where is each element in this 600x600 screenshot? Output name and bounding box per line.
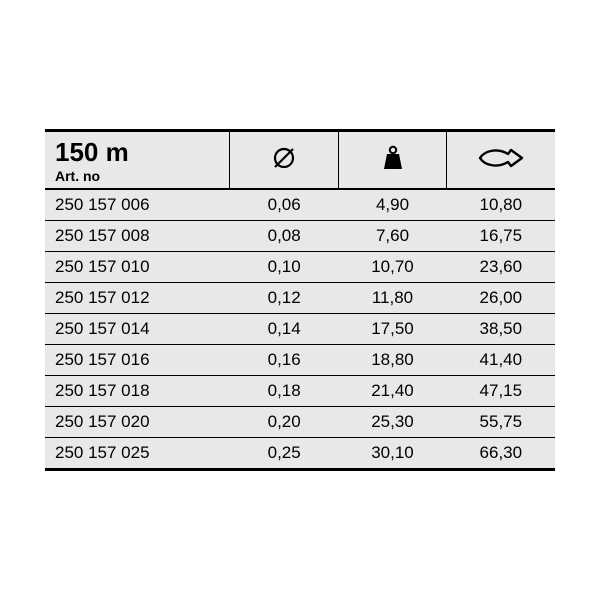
table-row: 250 157 0140,1417,5038,50: [45, 314, 555, 345]
cell-fish: 23,60: [447, 252, 555, 282]
table-row: 250 157 0080,087,6016,75: [45, 221, 555, 252]
cell-diameter: 0,12: [230, 283, 338, 313]
table-row: 250 157 0120,1211,8026,00: [45, 283, 555, 314]
cell-artno: 250 157 008: [45, 221, 230, 251]
diameter-icon: [272, 146, 296, 175]
spec-table: 150 m Art. no: [45, 129, 555, 472]
cell-weight: 18,80: [338, 345, 446, 375]
cell-diameter: 0,10: [230, 252, 338, 282]
cell-artno: 250 157 025: [45, 438, 230, 468]
cell-diameter: 0,18: [230, 376, 338, 406]
cell-weight: 10,70: [338, 252, 446, 282]
cell-artno: 250 157 018: [45, 376, 230, 406]
header-weight-cell: [339, 132, 448, 189]
cell-weight: 30,10: [338, 438, 446, 468]
cell-fish: 16,75: [447, 221, 555, 251]
cell-fish: 26,00: [447, 283, 555, 313]
table-row: 250 157 0180,1821,4047,15: [45, 376, 555, 407]
table-body: 250 157 0060,064,9010,80250 157 0080,087…: [45, 190, 555, 468]
cell-diameter: 0,20: [230, 407, 338, 437]
cell-weight: 25,30: [338, 407, 446, 437]
cell-diameter: 0,16: [230, 345, 338, 375]
weight-icon: [382, 145, 404, 176]
cell-fish: 38,50: [447, 314, 555, 344]
cell-weight: 7,60: [338, 221, 446, 251]
cell-fish: 10,80: [447, 190, 555, 220]
cell-diameter: 0,06: [230, 190, 338, 220]
cell-diameter: 0,08: [230, 221, 338, 251]
cell-artno: 250 157 014: [45, 314, 230, 344]
table-title: 150 m: [55, 138, 219, 167]
table-header-row: 150 m Art. no: [45, 132, 555, 191]
cell-weight: 4,90: [338, 190, 446, 220]
table-row: 250 157 0060,064,9010,80: [45, 190, 555, 221]
cell-diameter: 0,14: [230, 314, 338, 344]
table-row: 250 157 0200,2025,3055,75: [45, 407, 555, 438]
cell-diameter: 0,25: [230, 438, 338, 468]
cell-weight: 21,40: [338, 376, 446, 406]
cell-artno: 250 157 016: [45, 345, 230, 375]
cell-artno: 250 157 012: [45, 283, 230, 313]
header-fish-cell: [447, 132, 555, 189]
header-artno-cell: 150 m Art. no: [45, 132, 230, 189]
cell-fish: 47,15: [447, 376, 555, 406]
cell-weight: 17,50: [338, 314, 446, 344]
table-row: 250 157 0250,2530,1066,30: [45, 438, 555, 468]
cell-artno: 250 157 020: [45, 407, 230, 437]
cell-fish: 55,75: [447, 407, 555, 437]
cell-fish: 66,30: [447, 438, 555, 468]
cell-fish: 41,40: [447, 345, 555, 375]
cell-artno: 250 157 006: [45, 190, 230, 220]
cell-weight: 11,80: [338, 283, 446, 313]
table-row: 250 157 0100,1010,7023,60: [45, 252, 555, 283]
cell-artno: 250 157 010: [45, 252, 230, 282]
table-subtitle: Art. no: [55, 168, 219, 184]
table-row: 250 157 0160,1618,8041,40: [45, 345, 555, 376]
fish-icon: [478, 147, 524, 174]
header-diameter-cell: [230, 132, 339, 189]
